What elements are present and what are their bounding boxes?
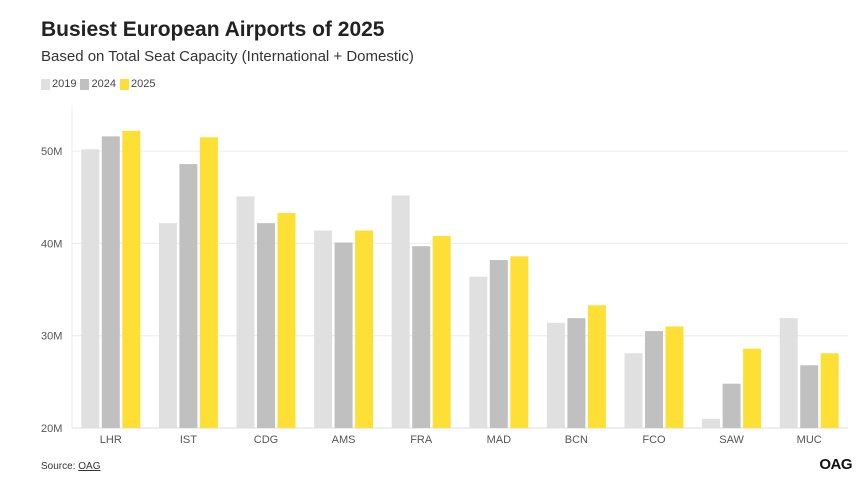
bar-2019-lhr [81,149,100,428]
bar-2024-fco [645,331,663,428]
y-tick-label: 20M [41,423,62,435]
bar-2024-saw [722,383,741,428]
bar-2024-mad [489,260,508,428]
x-tick-label: IST [180,434,197,446]
bar-2025-muc [820,353,839,428]
bar-2025-bcn [587,305,606,428]
bar-2024-fra [412,246,431,428]
bar-2024-bcn [567,318,586,428]
legend-swatch-2019 [41,78,50,90]
x-tick-label: CDG [254,434,278,446]
source-note: Source: OAG [41,461,100,472]
bar-2025-cdg [277,212,296,428]
x-tick-label: SAW [719,434,744,446]
bar-2024-muc [800,365,819,428]
source-label: Source: [41,461,76,472]
x-tick-label: FCO [642,434,666,446]
x-tick-label: MUC [797,434,822,446]
bar-2025-saw [743,348,762,428]
x-tick-label: FRA [410,434,433,446]
bar-2025-ist [199,137,218,429]
bar-2024-lhr [101,136,120,428]
y-tick-label: 40M [41,238,62,250]
legend-swatch-2024 [80,78,90,90]
legend-item-2019: 2019 [41,78,76,90]
legend-swatch-2025 [119,78,129,90]
chart-title: Busiest European Airports of 2025 [41,18,385,41]
oag-logo: OAG [819,456,852,473]
bar-2025-ams [355,230,374,428]
bar-2025-fco [665,326,684,428]
bar-2019-ams [314,230,333,428]
bar-2024-ams [334,242,353,428]
legend: 2019 2024 2025 [41,78,159,90]
y-tick-label: 50M [41,146,62,158]
x-tick-label: LHR [100,434,122,446]
bar-2019-saw [702,418,721,428]
bar-2019-bcn [546,322,565,428]
source-link[interactable]: OAG [78,461,101,472]
legend-label-2025: 2025 [130,78,156,90]
legend-item-2025: 2025 [119,78,156,90]
bar-2024-cdg [257,223,275,428]
legend-label-2024: 2024 [91,78,116,90]
bar-2019-fco [624,353,643,428]
legend-label-2019: 2019 [52,78,77,90]
bar-2024-ist [179,164,198,428]
chart-subtitle: Based on Total Seat Capacity (Internatio… [41,48,414,65]
bar-2019-fra [391,195,410,428]
bar-2025-lhr [122,130,141,428]
bar-2025-fra [432,236,451,428]
x-tick-label: MAD [487,434,512,446]
bar-2019-cdg [236,196,255,428]
bar-2019-muc [779,318,798,428]
bar-2019-ist [158,223,177,428]
bar-2025-mad [510,256,529,428]
x-tick-label: AMS [332,434,356,446]
bar-2019-mad [469,276,488,428]
y-tick-label: 30M [41,331,62,343]
x-tick-label: BCN [565,434,588,446]
legend-item-2024: 2024 [80,78,116,90]
